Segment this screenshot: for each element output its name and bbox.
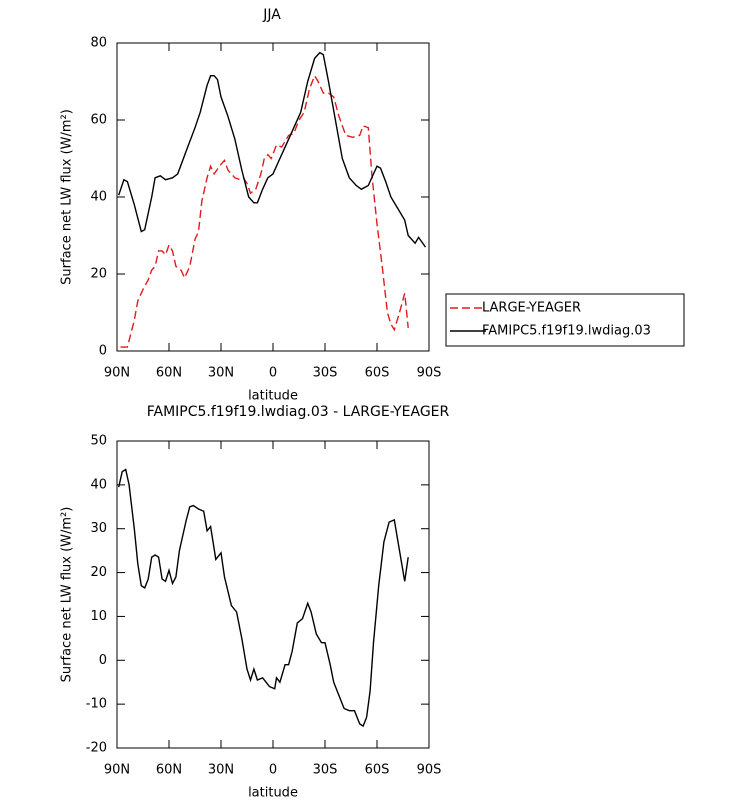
- x-tick-label: 30S: [313, 763, 338, 778]
- x-tick-label: 30N: [208, 366, 234, 381]
- x-tick-label: 90S: [417, 366, 442, 381]
- series-line: [120, 74, 409, 348]
- x-tick-label: 90N: [104, 366, 130, 381]
- x-tick-label: 90N: [104, 763, 130, 778]
- plot-frame: [116, 440, 430, 749]
- y-tick-label: 10: [90, 609, 107, 624]
- y-tick-label: 40: [90, 477, 107, 492]
- y-axis-label: Surface net LW flux (W/m²): [60, 507, 75, 683]
- chart-title: FAMIPC5.f19f19.lwdiag.03 - LARGE-YEAGER: [147, 404, 450, 420]
- y-tick-label: 60: [90, 113, 107, 128]
- x-axis-label: latitude: [248, 786, 298, 801]
- series-line: [118, 468, 409, 728]
- x-axis-label: latitude: [248, 389, 298, 404]
- y-tick-label: 40: [90, 190, 107, 205]
- x-tick-label: 60S: [365, 366, 390, 381]
- legend-box: [445, 293, 685, 347]
- legend-label: LARGE-YEAGER: [482, 301, 581, 316]
- y-tick-label: 0: [99, 653, 107, 668]
- y-tick-label: -10: [86, 697, 107, 712]
- x-tick-label: 0: [269, 366, 277, 381]
- plot-frame: [116, 42, 430, 352]
- y-tick-label: 0: [99, 344, 107, 359]
- x-tick-label: 0: [269, 763, 277, 778]
- y-axis-label: Surface net LW flux (W/m²): [60, 109, 75, 285]
- series-line: [118, 51, 427, 248]
- x-tick-label: 30N: [208, 763, 234, 778]
- y-tick-label: 20: [90, 267, 107, 282]
- y-tick-label: 20: [90, 565, 107, 580]
- y-tick-label: -20: [86, 741, 107, 756]
- y-tick-label: 80: [90, 36, 107, 51]
- x-tick-label: 90S: [417, 763, 442, 778]
- legend-label: FAMIPC5.f19f19.lwdiag.03: [482, 324, 651, 339]
- x-tick-label: 30S: [313, 366, 338, 381]
- chart-title: JJA: [262, 7, 281, 23]
- x-tick-label: 60N: [156, 763, 182, 778]
- x-tick-label: 60N: [156, 366, 182, 381]
- x-tick-label: 60S: [365, 763, 390, 778]
- y-tick-label: 50: [90, 434, 107, 449]
- y-tick-label: 30: [90, 521, 107, 536]
